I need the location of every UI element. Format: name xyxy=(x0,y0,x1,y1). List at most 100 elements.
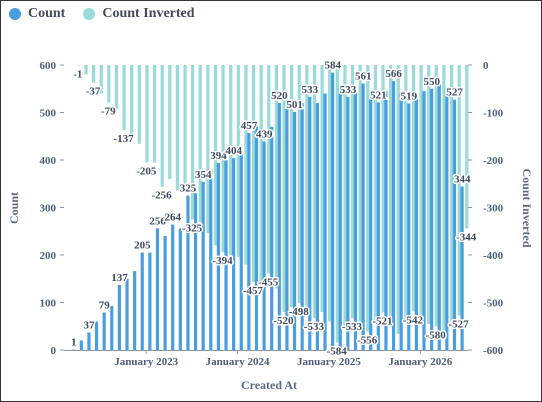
bar-count xyxy=(391,81,396,351)
bar-count xyxy=(460,186,464,350)
y-tick-left-label: 100 xyxy=(40,298,57,310)
data-labels: 1377913720525626432535439440445743952050… xyxy=(70,58,479,359)
bar-count xyxy=(94,321,99,350)
data-label-count-inverted: -542 xyxy=(403,315,424,327)
bar-count xyxy=(323,93,327,350)
data-label-count: 404 xyxy=(225,145,242,157)
data-label-count: 519 xyxy=(401,90,418,102)
bar-count-inverted xyxy=(92,65,96,83)
bar-count xyxy=(308,96,312,350)
x-tick-label: January 2023 xyxy=(114,356,178,368)
data-label-count: 566 xyxy=(385,68,402,80)
data-label-count-inverted: -137 xyxy=(113,133,134,145)
bar-count-inverted xyxy=(221,65,225,253)
bar-count xyxy=(437,84,441,350)
bar-count xyxy=(422,91,426,350)
bar-count-inverted xyxy=(229,65,233,255)
bar-count xyxy=(262,141,266,350)
legend-swatch-count xyxy=(9,8,21,20)
data-label-count-inverted: -533 xyxy=(342,321,363,333)
bar-count xyxy=(452,99,457,350)
bar-count xyxy=(277,103,281,350)
data-label-count-inverted: -527 xyxy=(448,318,469,330)
bar-count xyxy=(102,312,106,350)
data-label-count: 264 xyxy=(165,212,182,224)
bar-count-inverted xyxy=(396,65,400,334)
legend-item-count[interactable]: Count xyxy=(9,6,65,22)
bar-count-inverted xyxy=(465,65,469,229)
bar-count xyxy=(399,93,403,350)
bar-count xyxy=(163,236,167,350)
y-axis-title-left: Count xyxy=(7,192,21,224)
bar-count-inverted xyxy=(411,65,416,312)
legend-item-count-inverted[interactable]: Count Inverted xyxy=(83,6,195,22)
data-label-count-inverted: -498 xyxy=(289,306,310,318)
bar-count-inverted xyxy=(236,65,240,257)
bar-count-inverted xyxy=(312,65,317,319)
bar-count xyxy=(117,284,121,350)
bar-count xyxy=(239,150,243,350)
bar-count xyxy=(331,72,335,350)
bar-count xyxy=(193,193,198,350)
data-label-count: 533 xyxy=(302,84,319,96)
data-label-count-inverted: -37 xyxy=(86,86,101,98)
y-tick-left-label: 300 xyxy=(40,203,57,215)
bar-count xyxy=(346,96,350,350)
data-label-count: 439 xyxy=(256,128,273,140)
data-label-count-inverted: -256 xyxy=(151,190,172,202)
bar-count-inverted xyxy=(328,65,332,322)
data-label-count-inverted: -520 xyxy=(273,315,294,327)
bar-count-inverted xyxy=(381,65,385,313)
bar-count xyxy=(171,224,175,350)
bar-count xyxy=(201,181,205,350)
bar-count-inverted xyxy=(389,65,393,324)
bar-count xyxy=(148,252,152,350)
bar-count-inverted xyxy=(213,65,218,246)
bar-count-inverted xyxy=(350,65,355,319)
bar-count-inverted xyxy=(259,65,263,289)
data-label-count: 1 xyxy=(71,337,77,349)
data-label-count: 501 xyxy=(286,99,303,111)
y-tick-left-label: 500 xyxy=(40,108,57,120)
y-tick-right-label: 0 xyxy=(483,60,489,72)
bar-count-inverted xyxy=(175,65,180,191)
y-tick-right-label: -500 xyxy=(483,298,504,310)
bar-count-inverted xyxy=(145,65,149,163)
bar-count-inverted xyxy=(297,65,301,303)
bar-count xyxy=(79,340,83,350)
bar-count xyxy=(315,103,319,350)
bars-count-inverted xyxy=(76,65,469,343)
bar-count-inverted xyxy=(335,65,339,343)
data-label-count-inverted: -205 xyxy=(136,165,157,177)
data-label-count: 354 xyxy=(195,169,212,181)
bar-count-inverted xyxy=(305,65,309,312)
data-label-count: 457 xyxy=(241,120,258,132)
bar-count xyxy=(125,278,129,350)
bar-count xyxy=(369,93,373,350)
data-label-count-inverted: -79 xyxy=(101,106,116,118)
bar-count-inverted xyxy=(419,65,423,322)
bar-count-inverted xyxy=(122,65,126,131)
bar-count-inverted xyxy=(114,65,119,110)
bar-count-inverted xyxy=(282,65,286,312)
data-label-count-inverted: -1 xyxy=(73,68,82,80)
bar-count xyxy=(178,228,182,350)
y-tick-left-label: 400 xyxy=(40,155,57,167)
axes: 0 100 200 300 400 500 600 0 -100 -200 -300 -400 -500… xyxy=(40,60,504,368)
bar-count-inverted xyxy=(449,65,454,322)
bar-count xyxy=(285,107,289,350)
legend-label-count-inverted: Count Inverted xyxy=(102,6,195,21)
data-label-count: 584 xyxy=(324,60,341,72)
bar-count-inverted xyxy=(442,65,446,331)
data-label-count: 205 xyxy=(134,240,151,252)
legend-swatch-count-inverted xyxy=(83,8,96,20)
bar-count xyxy=(224,160,228,350)
data-label-count: 79 xyxy=(99,299,111,311)
bar-count xyxy=(300,103,304,350)
data-label-count-inverted: -533 xyxy=(304,321,325,333)
bar-count-inverted xyxy=(274,65,279,289)
bar-count-inverted xyxy=(267,65,271,274)
bar-count xyxy=(407,103,411,350)
data-label-count: 521 xyxy=(370,90,387,102)
